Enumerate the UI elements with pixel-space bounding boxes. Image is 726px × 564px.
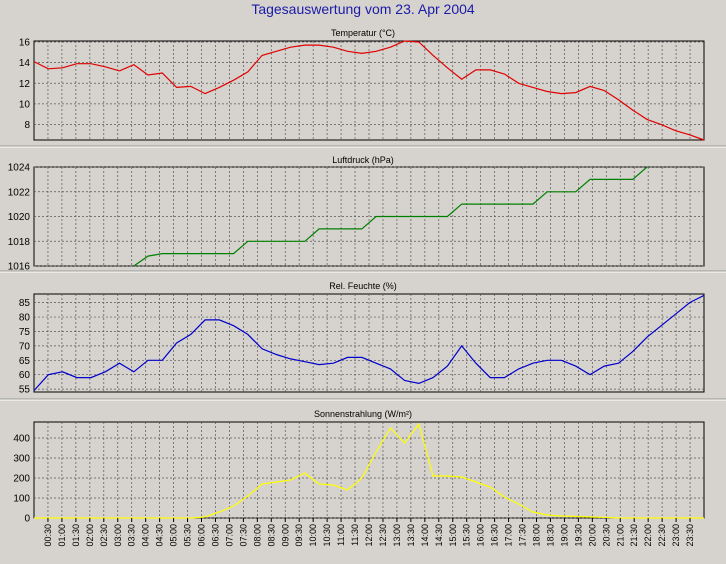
x-tick-label: 03:00 xyxy=(113,524,123,547)
y-tick-label: 80 xyxy=(19,313,31,324)
x-tick-label: 06:30 xyxy=(210,524,220,547)
x-tick-label: 08:30 xyxy=(266,524,276,547)
x-tick-label: 13:00 xyxy=(392,524,402,547)
x-tick-label: 14:00 xyxy=(420,524,430,547)
y-tick-label: 100 xyxy=(13,494,30,505)
y-tick-label: 16 xyxy=(19,38,31,49)
x-tick-label: 14:30 xyxy=(434,524,444,547)
x-tick-label: 15:00 xyxy=(448,524,458,547)
x-tick-label: 20:30 xyxy=(601,524,611,547)
x-tick-label: 16:00 xyxy=(476,524,486,547)
x-tick-label: 10:00 xyxy=(308,524,318,547)
x-tick-label: 23:30 xyxy=(685,524,695,547)
x-tick-label: 12:00 xyxy=(364,524,374,547)
x-tick-label: 07:00 xyxy=(224,524,234,547)
x-tick-label: 18:30 xyxy=(545,524,555,547)
y-tick-label: 65 xyxy=(19,356,31,367)
chart-panel-4: Sonnenstrahlung (W/m²) 0 100 200 300 400 xyxy=(13,409,705,525)
x-tick-label: 12:30 xyxy=(378,524,388,547)
y-tick-label: 400 xyxy=(13,434,30,445)
panel-title: Temperatur (°C) xyxy=(331,28,395,38)
y-tick-label: 14 xyxy=(19,58,31,69)
y-tick-label: 1024 xyxy=(8,163,31,174)
x-tick-label: 02:00 xyxy=(85,524,95,547)
series-line xyxy=(133,166,648,267)
x-tick-label: 17:00 xyxy=(504,524,514,547)
x-tick-label: 11:00 xyxy=(336,524,346,546)
x-tick-label: 22:30 xyxy=(657,524,667,547)
x-tick-label: 07:30 xyxy=(238,524,248,547)
x-tick-label: 18:00 xyxy=(532,524,542,547)
x-tick-label: 16:30 xyxy=(490,524,500,547)
y-tick-label: 1022 xyxy=(8,187,31,198)
x-tick-label: 19:00 xyxy=(559,524,569,547)
y-tick-label: 1018 xyxy=(8,237,31,248)
x-tick-label: 05:30 xyxy=(183,524,193,547)
x-tick-label: 21:00 xyxy=(615,524,625,547)
y-tick-label: 12 xyxy=(19,79,31,90)
y-tick-label: 75 xyxy=(19,327,31,338)
chart-panel-1: Temperatur (°C) 8 10 12 14 16 xyxy=(0,28,726,148)
panel-title: Sonnenstrahlung (W/m²) xyxy=(314,409,412,419)
y-tick-label: 60 xyxy=(19,370,31,381)
x-tick-label: 01:30 xyxy=(71,524,81,547)
panel-title: Rel. Feuchte (%) xyxy=(329,281,397,291)
x-tick-label: 04:00 xyxy=(141,524,151,547)
chart-panel-2: Luftdruck (hPa) 1016 1018 1020 1022 1024 xyxy=(0,155,726,273)
y-tick-label: 8 xyxy=(24,120,30,131)
y-tick-label: 85 xyxy=(19,298,31,309)
x-tick-label: 13:30 xyxy=(406,524,416,547)
y-tick-label: 0 xyxy=(24,514,30,525)
panel-title: Luftdruck (hPa) xyxy=(332,155,394,165)
x-tick-label: 01:00 xyxy=(57,524,67,547)
x-tick-label: 10:30 xyxy=(322,524,332,547)
y-tick-label: 70 xyxy=(19,341,31,352)
x-tick-label: 09:30 xyxy=(294,524,304,547)
x-tick-label: 05:00 xyxy=(169,524,179,547)
x-axis: 00:30 01:00 01:30 02:00 02:30 03:00 03:30 04:00… xyxy=(43,518,695,547)
x-tick-label: 15:30 xyxy=(462,524,472,547)
x-tick-label: 09:00 xyxy=(280,524,290,547)
x-tick-label: 06:00 xyxy=(197,524,207,547)
x-tick-label: 22:00 xyxy=(643,524,653,547)
x-tick-label: 00:30 xyxy=(43,524,53,547)
y-tick-label: 1020 xyxy=(8,212,31,223)
y-tick-label: 1016 xyxy=(8,262,31,273)
y-tick-label: 200 xyxy=(13,474,30,485)
page-title: Tagesauswertung vom 23. Apr 2004 xyxy=(251,1,475,17)
chart-panel-3: Rel. Feuchte (%) 55 60 65 70 75 80 85 xyxy=(0,281,726,401)
x-tick-label: 19:30 xyxy=(573,524,583,547)
series-line xyxy=(33,40,705,141)
x-tick-label: 23:00 xyxy=(671,524,681,547)
y-tick-label: 10 xyxy=(19,99,31,110)
y-tick-label: 55 xyxy=(19,385,31,396)
x-tick-label: 11:30 xyxy=(350,524,360,546)
series-line xyxy=(33,294,705,392)
x-tick-label: 02:30 xyxy=(99,524,109,547)
x-tick-label: 20:00 xyxy=(587,524,597,547)
x-tick-label: 04:30 xyxy=(155,524,165,547)
x-tick-label: 08:00 xyxy=(252,524,262,547)
x-tick-label: 17:30 xyxy=(518,524,528,547)
x-tick-label: 03:30 xyxy=(127,524,137,547)
y-tick-label: 300 xyxy=(13,454,30,465)
x-tick-label: 21:30 xyxy=(629,524,639,547)
